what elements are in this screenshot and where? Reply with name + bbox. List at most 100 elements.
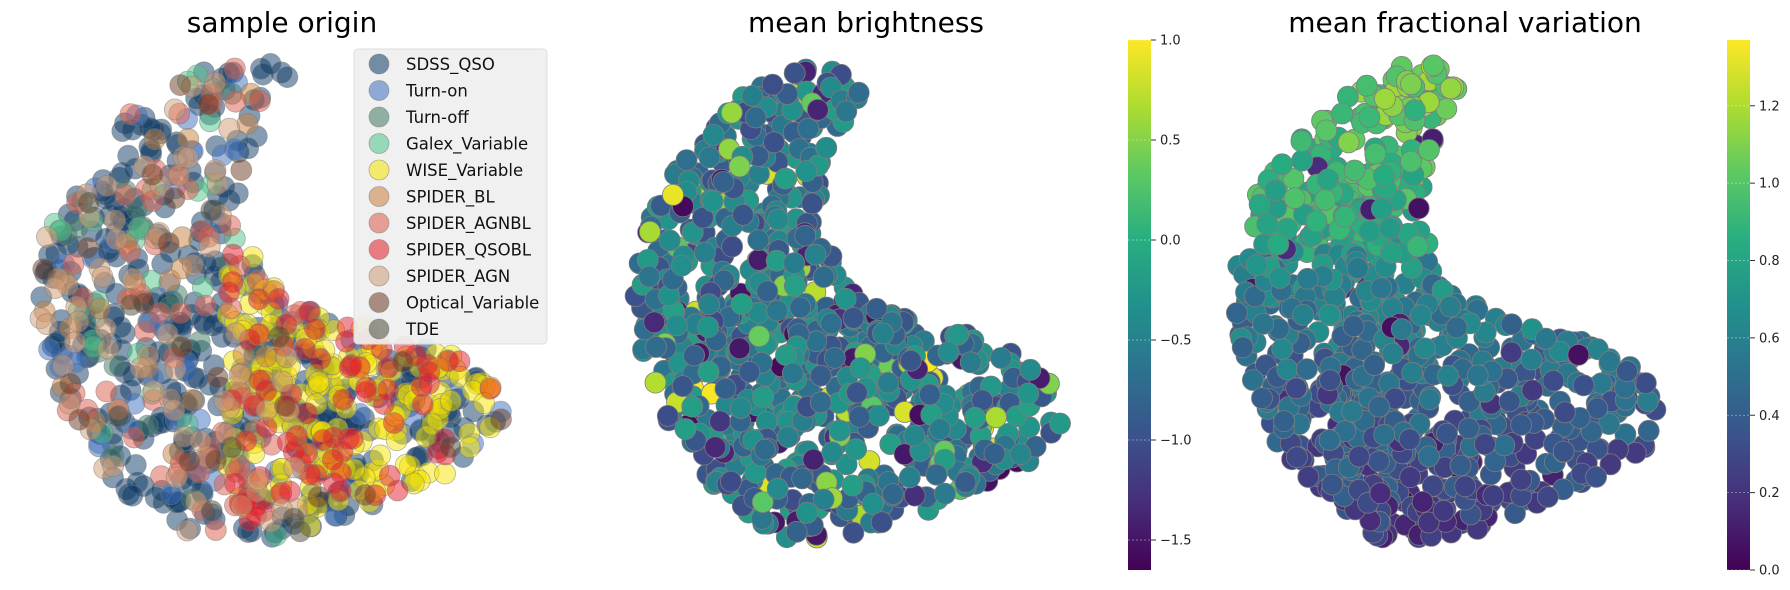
panel-mean-brightness: mean brightness 1.0 0.5 0.0 −0.5 −1.0 −1.5 xyxy=(624,6,1192,570)
scatter-point xyxy=(321,448,344,471)
legend: SDSS_QSO Turn-on Turn-off Galex_Variable WIS… xyxy=(353,48,548,345)
scatter-point xyxy=(709,410,731,433)
scatter-point xyxy=(104,209,126,232)
scatter-point xyxy=(638,265,661,288)
scatter-point xyxy=(728,337,751,360)
scatter-point xyxy=(738,360,761,383)
scatter-point xyxy=(712,171,735,193)
legend-label: Optical_Variable xyxy=(406,294,539,314)
scatter-point xyxy=(849,357,872,380)
scatter-point xyxy=(197,93,220,116)
scatter-point xyxy=(698,293,720,316)
scatter-point xyxy=(1439,295,1462,318)
scatter-point xyxy=(348,356,371,378)
scatter-point xyxy=(783,62,806,84)
scatter-point xyxy=(177,127,200,150)
scatter-point xyxy=(1321,473,1344,496)
legend-box xyxy=(353,48,548,345)
scatter-point xyxy=(1552,440,1575,463)
scatter-point xyxy=(1466,364,1489,387)
scatter-point xyxy=(236,112,259,135)
scatter-point xyxy=(1510,468,1533,491)
scatter-point xyxy=(1252,312,1274,335)
scatter-point xyxy=(1355,74,1378,97)
scatter-point xyxy=(142,379,165,402)
scatter-point xyxy=(675,149,698,172)
scatter-point xyxy=(1368,395,1390,418)
scatter-point xyxy=(983,442,1006,465)
scatter-point xyxy=(934,482,956,505)
scatter-point xyxy=(223,138,246,161)
scatter-point xyxy=(35,313,58,336)
colorbar-tick-label: 0.6 xyxy=(1759,331,1780,346)
scatter-point xyxy=(1292,303,1314,326)
scatter-point xyxy=(276,431,299,454)
colorbar-tick-label: 0.2 xyxy=(1759,486,1780,501)
scatter-point xyxy=(1498,390,1521,413)
scatter-point xyxy=(1314,189,1336,211)
scatter-point xyxy=(1449,454,1472,477)
scatter-point xyxy=(937,341,960,364)
scatter-point xyxy=(38,338,60,361)
scatter-point xyxy=(796,501,818,524)
scatter-point xyxy=(1458,390,1481,413)
scatter-point xyxy=(741,85,764,107)
scatter-point xyxy=(169,74,192,96)
scatter-point xyxy=(1248,193,1271,216)
scatter-point xyxy=(1535,327,1557,350)
scatter-point xyxy=(821,441,844,464)
scatter-point xyxy=(1537,485,1559,508)
scatter-point xyxy=(307,485,330,508)
legend-marker xyxy=(368,106,390,128)
colorbar-tick-label: −0.5 xyxy=(1160,334,1192,349)
scatter-point xyxy=(1493,434,1516,457)
scatter-point xyxy=(129,357,152,379)
scatter-point xyxy=(795,160,818,182)
scatter-point xyxy=(1271,338,1294,361)
scatter-point xyxy=(820,312,843,335)
scatter-point xyxy=(714,377,737,400)
scatter-point xyxy=(774,167,797,190)
scatter-point xyxy=(309,347,332,370)
scatter-point xyxy=(812,266,835,288)
scatter-point xyxy=(756,280,779,303)
panel-mean-fractional-variation: mean fractional variation 1.2 1.0 0.8 0.6 0.… xyxy=(1226,6,1780,579)
scatter-point xyxy=(882,483,904,506)
scatter-point xyxy=(76,236,99,259)
scatter-point xyxy=(200,500,223,522)
scatter-point xyxy=(91,265,114,288)
scatter-point xyxy=(789,296,812,319)
scatter-point xyxy=(169,301,192,324)
scatter-point xyxy=(63,331,86,354)
scatter-point xyxy=(181,388,204,411)
scatter-point xyxy=(1457,417,1480,440)
scatter-point xyxy=(1373,164,1395,187)
scatter-point xyxy=(141,163,164,186)
scatter-point xyxy=(204,159,227,182)
scatter-point xyxy=(751,491,774,514)
scatter-point xyxy=(1616,360,1638,383)
scatter-point xyxy=(127,216,150,239)
scatter-point xyxy=(418,361,441,383)
scatter-points-origin xyxy=(29,53,512,548)
scatter-point xyxy=(730,293,753,316)
scatter-point xyxy=(88,297,111,320)
scatter-point xyxy=(1009,443,1032,466)
scatter-point xyxy=(697,316,719,339)
scatter-point xyxy=(163,98,186,121)
scatter-point xyxy=(1404,99,1426,122)
legend-label: Turn-off xyxy=(405,108,469,127)
scatter-point xyxy=(369,444,392,467)
scatter-point xyxy=(1283,187,1306,210)
scatter-point xyxy=(683,344,705,367)
scatter-point xyxy=(903,424,926,447)
scatter-point xyxy=(947,323,970,346)
scatter-point xyxy=(761,73,784,96)
scatter-point xyxy=(1437,364,1459,387)
scatter-point xyxy=(165,466,188,489)
colorbar-tick-label: 1.0 xyxy=(1160,34,1181,49)
scatter-point xyxy=(156,323,179,345)
scatter-point xyxy=(1381,342,1404,365)
scatter-point xyxy=(62,253,85,275)
scatter-point xyxy=(809,391,832,414)
